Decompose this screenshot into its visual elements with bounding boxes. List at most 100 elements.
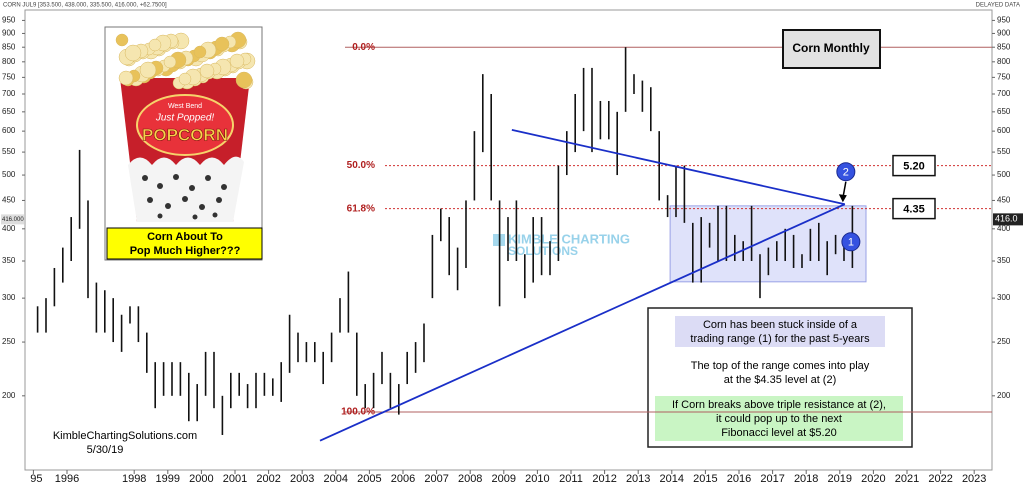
marker (836, 162, 856, 182)
y-tick-label: 900 (997, 29, 1011, 38)
title-box (782, 29, 881, 69)
x-tick-label: 1996 (55, 473, 79, 485)
kernel (115, 33, 129, 47)
kernel (214, 36, 230, 52)
x-tick-label: 2020 (861, 473, 885, 485)
x-tick-label: 2005 (357, 473, 381, 485)
x-tick-label: 2011 (559, 473, 583, 485)
caption-line: Corn About To (147, 231, 223, 243)
last-price-label: 416.000 (2, 217, 24, 223)
kernel (178, 72, 192, 86)
y-tick-label: 900 (2, 29, 16, 38)
x-tick-label: 2006 (391, 473, 415, 485)
y-tick-label: 300 (997, 293, 1011, 302)
y-tick-label: 950 (2, 16, 16, 25)
y-tick-label: 700 (997, 89, 1011, 98)
y-tick-label: 400 (2, 224, 16, 233)
x-tick-label: 2021 (895, 473, 919, 485)
y-tick-label: 950 (997, 16, 1011, 25)
y-tick-label: 450 (2, 196, 16, 205)
y-tick-label: 850 (997, 42, 1011, 51)
x-tick-label: 2019 (828, 473, 852, 485)
caption-box (106, 227, 263, 260)
kernel-pattern (142, 174, 227, 220)
footer-site: KimbleChartingSolutions.com (53, 430, 197, 442)
kernel (235, 71, 253, 89)
callout-box (892, 154, 936, 177)
note-line: If Corn breaks above triple resistance a… (672, 399, 886, 411)
x-tick-label: 2000 (189, 473, 213, 485)
x-tick-label: 2012 (592, 473, 616, 485)
kernel (229, 53, 245, 69)
last-price-tag (993, 213, 1023, 226)
notes-highlight (655, 396, 903, 441)
x-tick-label: 95 (30, 473, 42, 485)
marker-label: 1 (848, 237, 854, 249)
y-tick-label: 300 (2, 293, 16, 302)
callout-label: 4.35 (903, 204, 924, 216)
footer-date: 5/30/19 (87, 444, 124, 456)
kernel (163, 55, 177, 69)
y-tick-label: 850 (2, 42, 16, 51)
note-line: The top of the range comes into play (691, 360, 870, 372)
x-tick-label: 2003 (290, 473, 314, 485)
notes-highlight (675, 316, 885, 347)
callout-box (892, 197, 936, 220)
y-tick-label: 800 (2, 57, 16, 66)
product: POPCORN (142, 125, 228, 144)
y-tick-label: 500 (2, 170, 16, 179)
slogan: Just Popped! (155, 113, 215, 124)
notes-panel: Corn has been stuck inside of a trading … (647, 307, 913, 448)
x-tick-label: 2015 (693, 473, 717, 485)
x-tick-label: 2018 (794, 473, 818, 485)
chart-title: Corn Monthly (792, 41, 870, 55)
fib-label: 50.0% (347, 160, 375, 171)
y-tick-label: 750 (2, 72, 16, 81)
note-line: it could pop up to the next (716, 413, 842, 425)
x-tick-label: 1998 (122, 473, 146, 485)
y-tick-label: 350 (997, 256, 1011, 265)
y-tick-label: 250 (997, 337, 1011, 346)
x-tick-label: 2016 (727, 473, 751, 485)
header-symbol: CORN JUL9 [353.500, 438.000, 335.500, 41… (3, 3, 167, 9)
y-tick-label: 550 (997, 147, 1011, 156)
y-tick-label: 650 (2, 107, 16, 116)
x-tick-label: 2007 (424, 473, 448, 485)
x-tick-label: 2001 (223, 473, 247, 485)
note-line: at the $4.35 level at (2) (724, 374, 837, 386)
caption-line: Pop Much Higher??? (130, 245, 241, 257)
y-tick-label: 200 (997, 391, 1011, 400)
marker (841, 232, 861, 252)
y-tick-label: 400 (997, 224, 1011, 233)
trendline (511, 129, 846, 206)
popcorn-top (115, 31, 256, 90)
x-tick-label: 2023 (962, 473, 986, 485)
kernel (118, 70, 134, 86)
note-line: Fibonacci level at $5.20 (721, 427, 837, 439)
plot-frame (24, 9, 993, 471)
x-tick-label: 2009 (492, 473, 516, 485)
note-line: trading range (1) for the past 5-years (690, 333, 870, 345)
kernel (124, 44, 142, 62)
watermark: SOLUTIONS (508, 244, 578, 258)
y-tick-label: 800 (997, 57, 1011, 66)
x-tick-label: 2010 (525, 473, 549, 485)
x-tick-label: 2002 (256, 473, 280, 485)
last-price-label: 416.0 (995, 214, 1018, 224)
y-tick-label: 600 (2, 126, 16, 135)
bucket-bottom (128, 156, 244, 222)
watermark: KIMBLE CHARTING (508, 231, 630, 246)
y-tick-label: 450 (997, 196, 1011, 205)
y-tick-label: 550 (2, 147, 16, 156)
y-tick-label: 350 (2, 256, 16, 265)
popcorn-inset: West Bend Just Popped! POPCORN Corn Abou… (104, 26, 263, 261)
y-tick-label: 250 (2, 337, 16, 346)
y-tick-label: 500 (997, 170, 1011, 179)
kernel (139, 61, 157, 79)
fib-label: 0.0% (352, 42, 375, 53)
fib-label: 61.8% (347, 203, 375, 214)
fib-label: 100.0% (341, 407, 375, 418)
bucket-label (136, 94, 234, 156)
